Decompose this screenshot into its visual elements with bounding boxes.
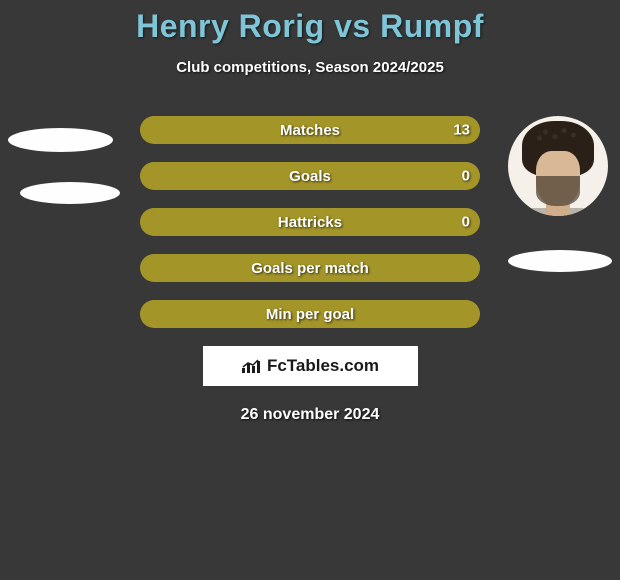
brand-chart-icon xyxy=(241,358,261,374)
comparison-content: 13 Matches 0 Goals 0 Hattricks Goals per match… xyxy=(0,116,620,424)
stat-value-right: 0 xyxy=(462,168,470,185)
stat-label: Hattricks xyxy=(278,214,342,231)
date-text: 26 november 2024 xyxy=(0,406,620,424)
brand-box[interactable]: FcTables.com xyxy=(203,346,418,386)
player-right-avatar xyxy=(508,116,608,216)
player-right-face xyxy=(518,121,598,216)
player-left-placeholder-2 xyxy=(20,182,120,204)
page-title: Henry Rorig vs Rumpf xyxy=(0,0,620,45)
stat-row: 0 Goals xyxy=(140,162,480,190)
stat-label: Goals xyxy=(289,168,331,185)
player-left-column xyxy=(8,116,120,204)
brand-text: FcTables.com xyxy=(267,356,379,376)
stat-row: 13 Matches xyxy=(140,116,480,144)
stat-label: Goals per match xyxy=(251,260,369,277)
stat-row: 0 Hattricks xyxy=(140,208,480,236)
subtitle: Club competitions, Season 2024/2025 xyxy=(0,59,620,76)
stat-label: Min per goal xyxy=(266,306,354,323)
stat-row: Min per goal xyxy=(140,300,480,328)
stat-value-right: 13 xyxy=(453,122,470,139)
stat-row: Goals per match xyxy=(140,254,480,282)
player-left-placeholder-1 xyxy=(8,128,113,152)
player-right-column xyxy=(508,116,612,272)
player-right-placeholder xyxy=(508,250,612,272)
stat-bars: 13 Matches 0 Goals 0 Hattricks Goals per match… xyxy=(140,116,480,328)
stat-value-right: 0 xyxy=(462,214,470,231)
stat-label: Matches xyxy=(280,122,340,139)
